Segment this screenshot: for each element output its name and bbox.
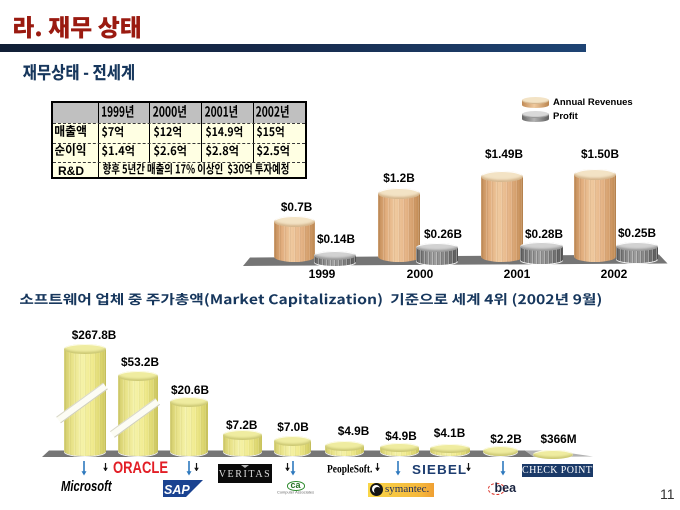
svg-text:SAP: SAP — [164, 483, 190, 497]
